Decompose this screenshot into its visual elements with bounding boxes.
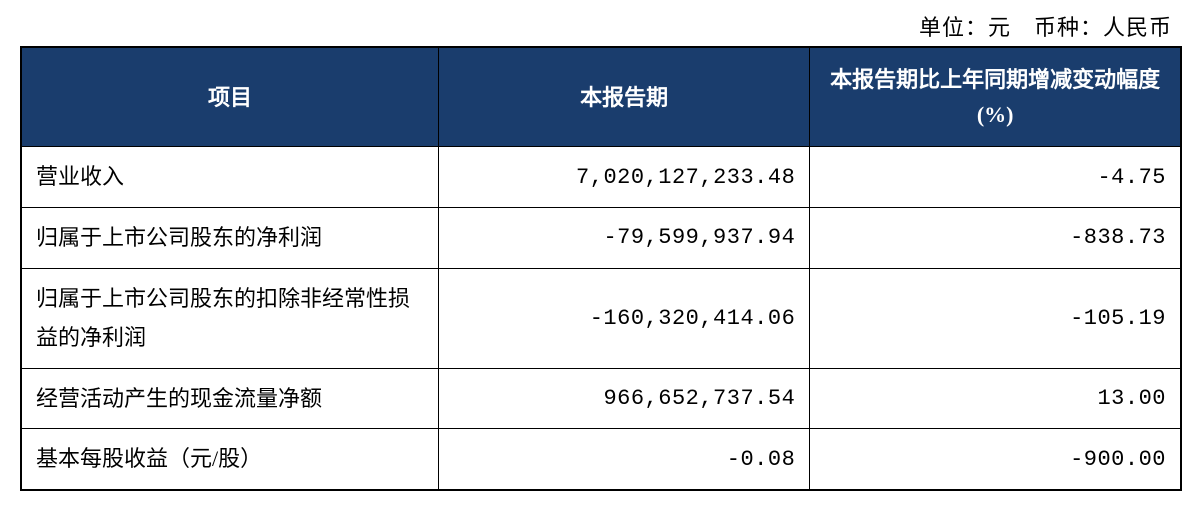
financial-summary-table: 项目 本报告期 本报告期比上年同期增减变动幅度(%) 营业收入 7,020,12… [20,46,1182,491]
header-item: 项目 [21,47,439,147]
row-change-pct: -900.00 [810,429,1181,490]
table-row: 归属于上市公司股东的扣除非经常性损益的净利润 -160,320,414.06 -… [21,268,1181,368]
table-row: 营业收入 7,020,127,233.48 -4.75 [21,147,1181,208]
header-change-pct: 本报告期比上年同期增减变动幅度(%) [810,47,1181,147]
table-row: 经营活动产生的现金流量净额 966,652,737.54 13.00 [21,368,1181,429]
row-change-pct: -4.75 [810,147,1181,208]
row-item-label: 归属于上市公司股东的扣除非经常性损益的净利润 [21,268,439,368]
row-item-label: 基本每股收益（元/股） [21,429,439,490]
unit-currency-label: 单位：元 币种：人民币 [20,10,1182,42]
row-change-pct: -838.73 [810,207,1181,268]
row-change-pct: -105.19 [810,268,1181,368]
table-header-row: 项目 本报告期 本报告期比上年同期增减变动幅度(%) [21,47,1181,147]
row-change-pct: 13.00 [810,368,1181,429]
row-item-label: 营业收入 [21,147,439,208]
row-item-label: 经营活动产生的现金流量净额 [21,368,439,429]
row-current-period: 966,652,737.54 [439,368,810,429]
row-item-label: 归属于上市公司股东的净利润 [21,207,439,268]
row-current-period: -160,320,414.06 [439,268,810,368]
row-current-period: -79,599,937.94 [439,207,810,268]
table-row: 归属于上市公司股东的净利润 -79,599,937.94 -838.73 [21,207,1181,268]
table-row: 基本每股收益（元/股） -0.08 -900.00 [21,429,1181,490]
row-current-period: 7,020,127,233.48 [439,147,810,208]
row-current-period: -0.08 [439,429,810,490]
header-current-period: 本报告期 [439,47,810,147]
